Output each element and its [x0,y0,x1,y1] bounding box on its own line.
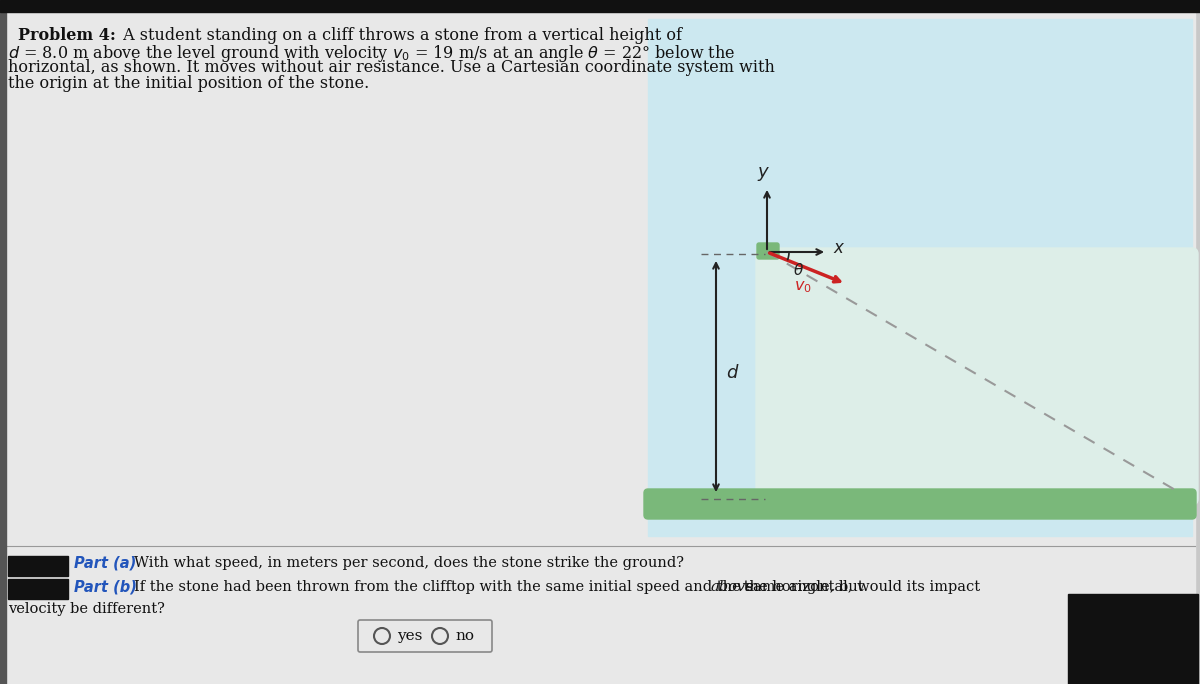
Text: x: x [833,239,842,257]
Text: $\theta$: $\theta$ [793,262,804,278]
Text: If the stone had been thrown from the clifftop with the same initial speed and t: If the stone had been thrown from the cl… [134,580,869,594]
Text: $d$: $d$ [726,363,739,382]
FancyBboxPatch shape [756,248,1198,505]
Bar [648,19,1192,536]
Text: no: no [455,629,474,643]
Bar [0,0,6,684]
Text: Problem 4:: Problem 4: [18,27,116,44]
Bar [8,579,68,599]
Bar [1068,594,1198,684]
Text: With what speed, in meters per second, does the stone strike the ground?: With what speed, in meters per second, d… [134,556,684,570]
Text: above: above [710,580,754,594]
Text: yes: yes [397,629,422,643]
FancyBboxPatch shape [644,489,1196,519]
Text: Part (b): Part (b) [74,579,137,594]
Text: the horizontal, would its impact: the horizontal, would its impact [739,580,980,594]
Bar [8,556,68,576]
Text: $v_0$: $v_0$ [793,280,811,295]
FancyBboxPatch shape [757,243,779,259]
Text: y: y [757,163,768,181]
Text: $d$ = 8.0 m above the level ground with velocity $v_0$ = 19 m/s at an angle $\th: $d$ = 8.0 m above the level ground with … [8,43,736,64]
Text: A student standing on a cliff throws a stone from a vertical height of: A student standing on a cliff throws a s… [118,27,682,44]
Text: Part (a): Part (a) [74,555,137,570]
Text: horizontal, as shown. It moves without air resistance. Use a Cartesian coordinat: horizontal, as shown. It moves without a… [8,59,775,76]
Bar [0,0,1200,12]
Text: the origin at the initial position of the stone.: the origin at the initial position of th… [8,75,370,92]
Text: velocity be different?: velocity be different? [8,602,164,616]
